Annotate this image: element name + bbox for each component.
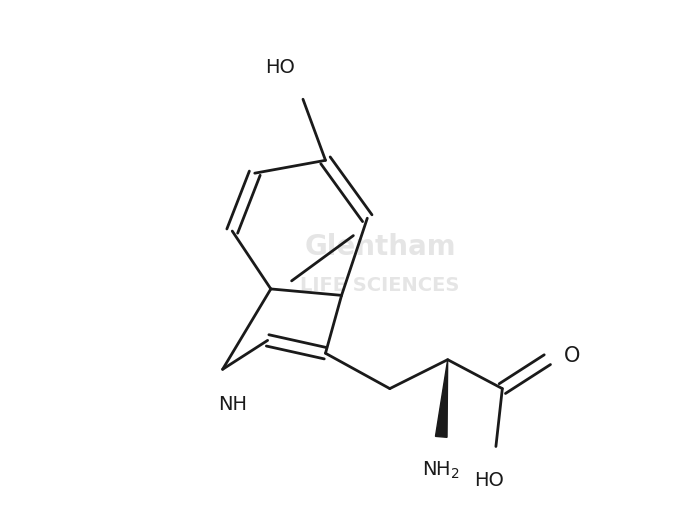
Polygon shape — [436, 360, 448, 437]
Text: NH$_2$: NH$_2$ — [422, 459, 460, 480]
Text: NH: NH — [218, 395, 247, 414]
Text: O: O — [564, 346, 580, 367]
Text: HO: HO — [475, 471, 505, 490]
Text: HO: HO — [266, 58, 295, 77]
Text: Glentham: Glentham — [304, 233, 456, 261]
Text: LIFE SCIENCES: LIFE SCIENCES — [301, 276, 460, 295]
